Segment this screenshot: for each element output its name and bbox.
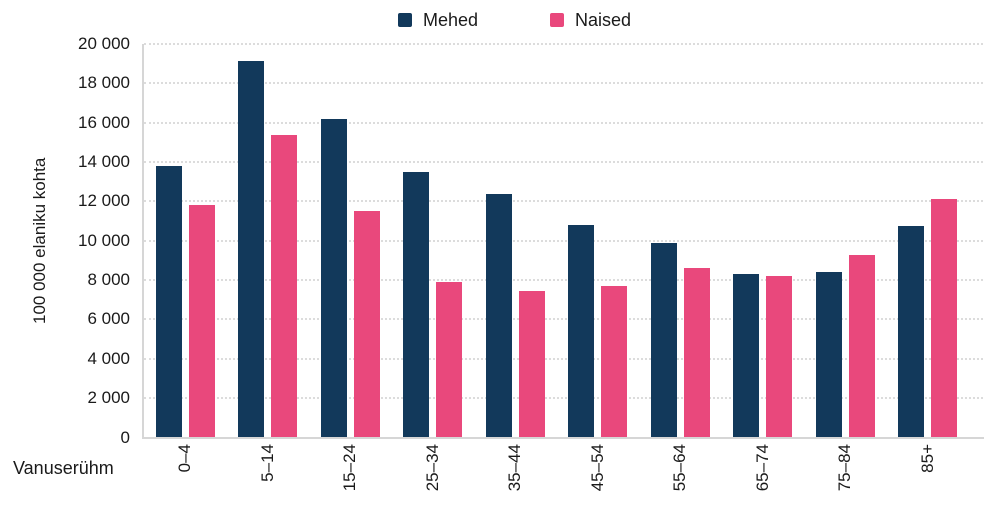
x-tick-label-35-44: 35–44 (505, 444, 524, 492)
x-tick-label-45-54: 45–54 (587, 444, 607, 492)
y-tick-label-16000: 16 000 (78, 112, 130, 132)
bar-mehed-55-64 (650, 242, 677, 438)
y-tick-label-12000: 12 000 (78, 191, 130, 211)
bar-mehed-5-14 (238, 60, 264, 438)
legend-label-mehed: Mehed (422, 10, 478, 30)
x-tick-label-65-74: 65–74 (752, 444, 772, 492)
bar-naised-75-84 (848, 254, 875, 438)
bar-mehed-35-44 (485, 193, 512, 438)
legend-label-naised: Naised (575, 10, 632, 30)
y-tick-label-8000: 8 000 (87, 270, 130, 290)
gridline-4000 (144, 357, 983, 360)
bar-mehed-65-74 (733, 274, 759, 438)
bar-naised-45-54 (601, 286, 627, 438)
bar-mehed-25-34 (403, 171, 429, 438)
legend-item-naised[interactable]: Naised (550, 9, 631, 31)
gridline-8000 (144, 279, 983, 282)
bar-naised-25-34 (436, 282, 462, 438)
bar-naised-15-24 (353, 211, 380, 438)
naised-color-swatch-icon (550, 13, 564, 27)
bar-mehed-75-84 (815, 272, 842, 438)
x-tick-label-5-14: 5–14 (257, 444, 277, 482)
y-tick-label-20000: 20 000 (78, 34, 130, 53)
x-tick-label-15-24: 15–24 (340, 444, 359, 492)
y-tick-label-2000: 2 000 (87, 388, 130, 408)
bar-naised-0-4 (188, 205, 215, 438)
x-tick-label-85+: 85+ (917, 444, 937, 473)
y-axis-title: 100 000 elaniku kohta (30, 157, 49, 325)
x-tick-label-0-4: 0–4 (175, 444, 194, 473)
y-tick-label-6000: 6 000 (87, 309, 130, 329)
bar-naised-65-74 (766, 276, 792, 438)
bar-mehed-85+ (898, 225, 924, 438)
y-axis-line (142, 44, 144, 438)
chart-legend: Mehed Naised (39, 9, 990, 31)
x-axis-title: Vanuserühm (13, 458, 114, 478)
bar-mehed-15-24 (320, 118, 347, 438)
x-tick-label-55-64: 55–64 (670, 444, 689, 492)
gridline-18000 (144, 82, 983, 85)
gridline-16000 (144, 121, 983, 124)
x-tick-label-75-84: 75–84 (835, 444, 854, 492)
gridline-12000 (144, 200, 983, 203)
y-tick-label-4000: 4 000 (87, 348, 130, 368)
y-tick-label-14000: 14 000 (78, 152, 130, 172)
bar-mehed-0-4 (155, 165, 182, 438)
mehed-color-swatch-icon (397, 13, 412, 27)
gridline-14000 (144, 161, 983, 164)
bar-naised-85+ (931, 199, 957, 438)
x-axis-line (142, 436, 984, 439)
gridline-6000 (144, 318, 983, 321)
gridline-20000 (144, 43, 983, 45)
y-tick-label-10000: 10 000 (78, 230, 130, 250)
y-tick-label-18000: 18 000 (78, 73, 130, 93)
bar-mehed-45-54 (568, 225, 594, 438)
bar-naised-5-14 (271, 134, 297, 438)
x-tick-label-25-34: 25–34 (422, 444, 442, 492)
y-tick-label-0: 0 (120, 427, 130, 447)
gridline-2000 (144, 397, 983, 400)
bar-naised-35-44 (518, 290, 545, 438)
bar-naised-55-64 (683, 268, 710, 438)
gridline-10000 (144, 239, 983, 242)
legend-item-mehed[interactable]: Mehed (397, 9, 478, 31)
